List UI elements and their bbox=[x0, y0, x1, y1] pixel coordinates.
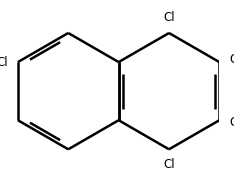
Text: Cl: Cl bbox=[163, 11, 175, 24]
Text: Cl: Cl bbox=[229, 116, 234, 129]
Text: Cl: Cl bbox=[0, 56, 8, 69]
Text: Cl: Cl bbox=[229, 53, 234, 66]
Text: Cl: Cl bbox=[163, 158, 175, 171]
